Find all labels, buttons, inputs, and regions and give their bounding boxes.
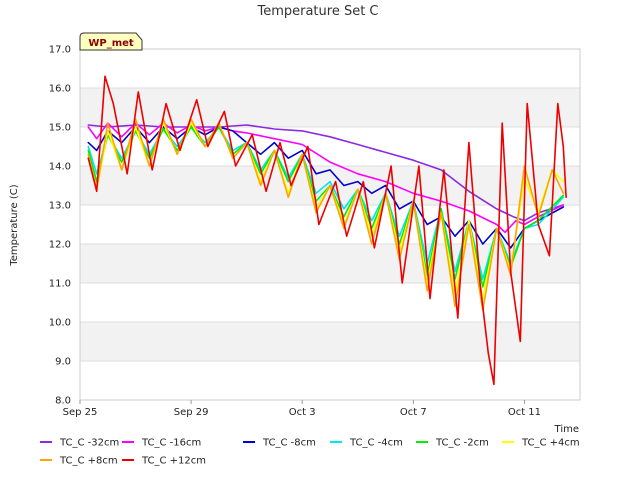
x-tick-label: Oct 7	[400, 407, 427, 418]
series-line-tc-c-12cm	[87, 75, 567, 386]
x-axis-ticks: Sep 25 Sep 29 Oct 3 Oct 7 Oct 11	[63, 400, 541, 418]
y-tick-label: 8.0	[55, 396, 71, 407]
legend-label-tc-c-4cm: TC_C +4cm	[521, 438, 580, 449]
legend-label-tc-c-16cm: TC_C -16cm	[141, 438, 201, 449]
y-tick-label: 15.0	[49, 123, 71, 134]
legend-label-tc-c-8cm: TC_C +8cm	[59, 456, 118, 467]
y-tick-label: 14.0	[49, 162, 71, 173]
legend-label-tc-c-4cm: TC_C -4cm	[349, 438, 403, 449]
legend-label-tc-c-32cm: TC_C -32cm	[59, 438, 119, 449]
plot-background	[80, 49, 580, 400]
wp-met-badge: WP_met	[79, 32, 143, 51]
y-axis-title: Temperature (C)	[9, 184, 20, 266]
grid-band	[80, 88, 580, 127]
series-line-tc-c-16cm	[87, 122, 565, 234]
x-tick-label: Sep 29	[174, 407, 209, 418]
y-tick-label: 10.0	[49, 318, 71, 329]
y-axis-ticks: 8.0 9.0 10.0 11.0 12.0 13.0 14.0 15.0 16.0 17.0	[49, 45, 71, 407]
x-tick-label: Oct 11	[508, 407, 541, 418]
series-layer	[87, 75, 567, 386]
grid-band	[80, 361, 580, 400]
chart-title: Temperature Set C	[256, 4, 378, 19]
grid-band	[80, 322, 580, 361]
legend-label-tc-c-2cm: TC_C -2cm	[435, 438, 489, 449]
plot-frame	[79, 48, 581, 401]
legend: TC_C -32cm TC_C -16cm TC_C -8cm TC_C -4cm TC…	[40, 438, 580, 467]
grid-band	[80, 283, 580, 322]
grid-band	[80, 205, 580, 244]
badge-label: WP_met	[88, 38, 134, 49]
y-tick-label: 13.0	[49, 201, 71, 212]
y-tick-label: 16.0	[49, 84, 71, 95]
y-tick-label: 11.0	[49, 279, 71, 290]
y-tick-label: 17.0	[49, 45, 71, 56]
x-tick-label: Oct 3	[289, 407, 316, 418]
x-axis-title: Time	[554, 424, 579, 435]
grid-band	[80, 49, 580, 88]
x-tick-label: Sep 25	[63, 407, 98, 418]
grid-band	[80, 127, 580, 166]
legend-label-tc-c-12cm: TC_C +12cm	[141, 456, 206, 467]
y-tick-label: 9.0	[55, 357, 71, 368]
y-tick-label: 12.0	[49, 240, 71, 251]
legend-label-tc-c-8cm: TC_C -8cm	[262, 438, 316, 449]
